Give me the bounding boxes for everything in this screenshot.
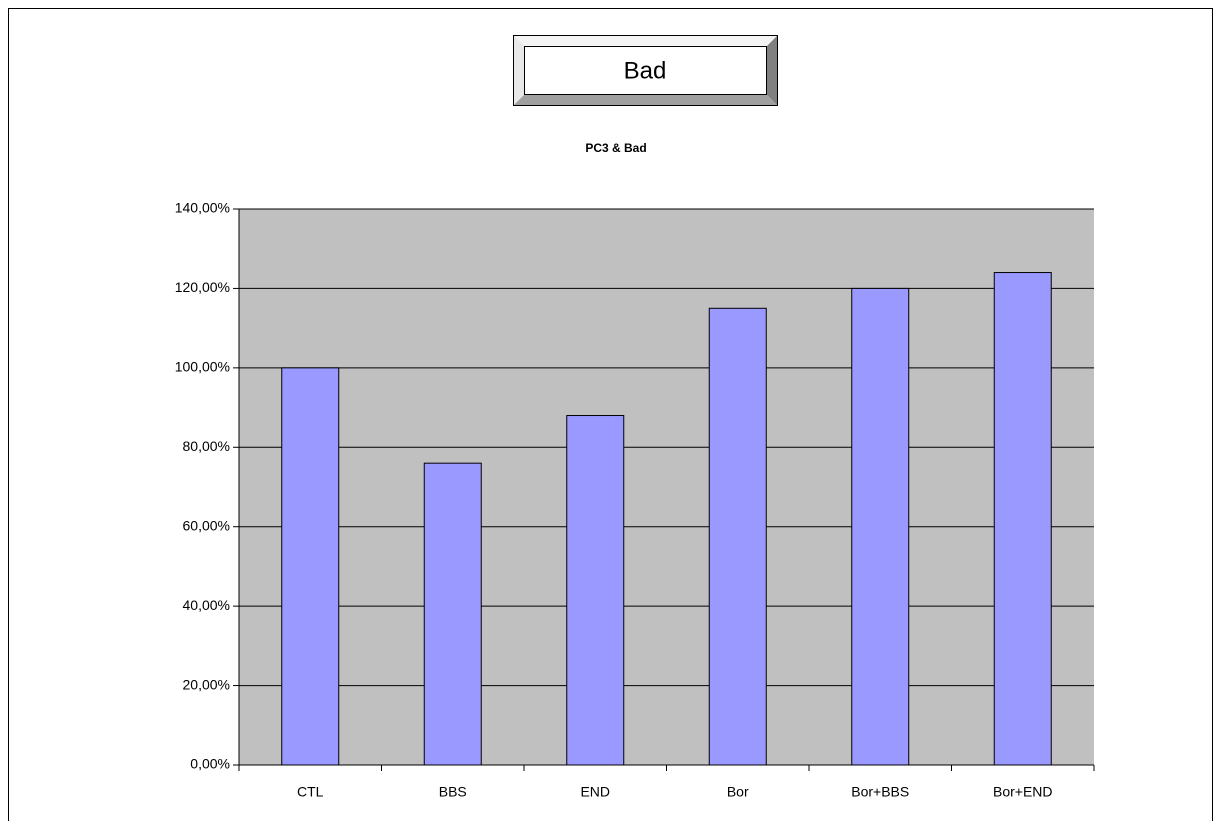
button[interactable]: Bad [513, 35, 778, 106]
y-tick-label: 20,00% [183, 676, 230, 692]
x-tick-label: END [580, 784, 610, 800]
bar [281, 367, 340, 766]
x-tick-label: CTL [297, 784, 324, 800]
y-tick-label: 80,00% [183, 438, 230, 454]
button-bevel-right[interactable] [767, 36, 777, 105]
y-tick-label: 40,00% [183, 597, 230, 613]
button-face[interactable] [524, 46, 767, 95]
y-tick-label: 100,00% [175, 359, 230, 375]
button-label[interactable]: Bad [624, 57, 667, 84]
chart-title: PC3 & Bad [585, 141, 646, 155]
y-tick-label: 0,00% [190, 756, 230, 772]
bar [993, 272, 1052, 766]
y-tick-label: 120,00% [175, 279, 230, 295]
y-tick-label: 140,00% [175, 200, 230, 216]
bar [423, 462, 482, 766]
button-bevel-bottom[interactable] [514, 95, 777, 105]
button-bevel-top[interactable] [514, 36, 777, 46]
x-tick-label: Bor [727, 784, 749, 800]
x-tick-label: Bor+BBS [851, 784, 909, 800]
x-tick-label: Bor+END [993, 784, 1053, 800]
y-tick-label: 60,00% [183, 517, 230, 533]
bar [851, 287, 910, 766]
plot-area [239, 209, 1094, 765]
button-bevel-left[interactable] [514, 36, 524, 105]
x-tick-label: BBS [439, 784, 467, 800]
bar [566, 415, 625, 766]
bar [708, 307, 767, 766]
